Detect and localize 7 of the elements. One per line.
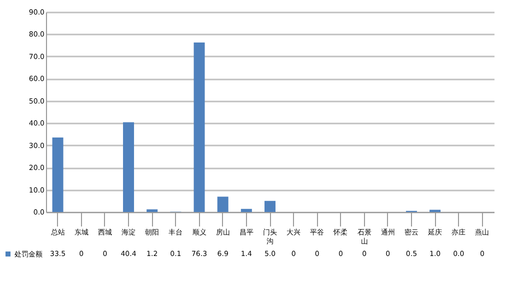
bar (264, 200, 276, 212)
bar (240, 208, 252, 212)
bar (123, 122, 134, 212)
bar (146, 209, 158, 212)
bar (194, 42, 205, 212)
bar (217, 196, 228, 212)
bar (52, 138, 64, 212)
